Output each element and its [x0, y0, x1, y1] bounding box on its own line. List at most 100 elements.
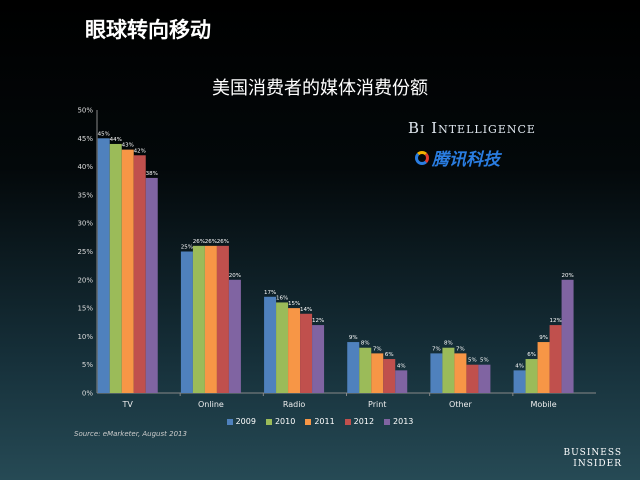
bar-2013-TV [145, 177, 158, 393]
legend-label: 2010 [274, 417, 296, 426]
y-tick-label: 45% [77, 135, 93, 143]
data-label: 4% [397, 363, 406, 369]
bar-2012-Mobile [549, 325, 562, 393]
data-label: 44% [110, 137, 122, 143]
legend-label: 2009 [235, 417, 256, 426]
bar-2012-Online [216, 245, 229, 393]
bar-2009-Mobile [513, 370, 526, 393]
legend-label: 2011 [314, 417, 335, 426]
logo-line: BUSINESS [563, 448, 622, 458]
data-label: 6% [385, 352, 394, 358]
data-label: 14% [300, 307, 312, 313]
tencent-text: 腾讯科技 [432, 150, 500, 170]
data-label: 20% [229, 273, 241, 279]
source-note: Source: eMarketer, August 2013 [74, 430, 187, 438]
bar-2009-Other [430, 353, 443, 393]
data-label: 12% [549, 318, 561, 324]
bar-2013-Mobile [561, 279, 574, 393]
bar-2012-Radio [300, 313, 313, 393]
business-insider-logo: BUSINESS INSIDER [563, 448, 622, 470]
data-label: 12% [312, 318, 324, 324]
data-label: 9% [539, 335, 548, 341]
bar-2013-Print [395, 370, 408, 393]
data-label: 7% [373, 346, 382, 352]
legend-swatch [384, 418, 391, 425]
x-tick-label: Radio [283, 400, 306, 409]
bar-2012-Print [383, 359, 396, 393]
y-tick-label: 10% [77, 333, 93, 341]
bar-2011-Radio [288, 308, 301, 393]
legend-item: 2012 [344, 417, 375, 426]
x-tick-label: Print [368, 400, 386, 409]
data-label: 8% [361, 341, 370, 347]
x-tick-label: Other [449, 400, 472, 409]
data-label: 5% [480, 358, 489, 364]
x-tick-label: TV [122, 400, 134, 409]
data-label: 15% [288, 301, 300, 307]
bar-2009-Print [347, 342, 360, 393]
slide-title: 眼球转向移动 [85, 18, 211, 42]
data-label: 4% [515, 363, 524, 369]
bar-2011-Online [204, 245, 217, 393]
data-label: 26% [217, 239, 229, 245]
data-label: 9% [349, 335, 358, 341]
legend-swatch [305, 418, 312, 425]
bar-2009-Radio [264, 296, 277, 393]
legend-item: 2009 [226, 417, 256, 426]
y-tick-label: 40% [77, 163, 93, 171]
x-tick-label: Online [198, 400, 224, 409]
y-tick-label: 15% [77, 305, 93, 313]
bar-2010-Print [359, 347, 372, 393]
chart-title: 美国消费者的媒体消费份额 [212, 78, 428, 99]
y-tick-label: 25% [77, 248, 93, 256]
bar-2012-TV [133, 155, 146, 393]
bar-2010-Online [192, 245, 205, 393]
data-label: 6% [527, 352, 536, 358]
data-label: 17% [264, 290, 276, 296]
y-tick-label: 5% [82, 361, 93, 369]
bar-2013-Radio [312, 325, 325, 393]
bar-2010-Mobile [525, 359, 538, 393]
legend: 2009 2010 2011 2012 2013 [0, 417, 640, 426]
data-label: 43% [122, 143, 134, 149]
legend-item: 2010 [265, 417, 296, 426]
y-tick-label: 0% [82, 390, 93, 398]
data-label: 5% [468, 358, 477, 364]
legend-label: 2013 [393, 417, 414, 426]
bar-2010-TV [109, 143, 122, 393]
legend-swatch [265, 418, 272, 425]
data-label: 26% [205, 239, 217, 245]
y-tick-label: 35% [77, 191, 93, 199]
data-label: 20% [561, 273, 573, 279]
tencent-icon [415, 150, 429, 165]
bi-intelligence-logo: BI INTELLIGENCE [408, 119, 536, 137]
data-label: 42% [134, 148, 146, 154]
data-label: 45% [98, 131, 110, 137]
bar-2011-Print [371, 353, 384, 393]
y-tick-label: 20% [77, 276, 93, 284]
bar-2011-Mobile [537, 342, 550, 393]
legend-swatch [344, 418, 351, 425]
data-label: 16% [276, 295, 288, 301]
y-tick-label: 30% [77, 220, 93, 228]
bar-2011-Other [454, 353, 467, 393]
data-label: 7% [432, 346, 441, 352]
legend-swatch [226, 418, 233, 425]
bar-2010-Other [442, 347, 455, 393]
data-label: 8% [444, 341, 453, 347]
data-label: 26% [193, 239, 205, 245]
legend-item: 2013 [384, 417, 413, 426]
data-label: 7% [456, 346, 465, 352]
bar-2013-Online [228, 279, 241, 393]
tencent-tech-logo: 腾讯科技 [415, 145, 500, 170]
bar-2013-Other [478, 364, 491, 393]
bar-2009-Online [180, 251, 193, 393]
y-tick-label: 50% [77, 107, 93, 115]
x-tick-label: Mobile [530, 400, 556, 409]
bar-2010-Radio [276, 302, 289, 393]
data-label: 38% [146, 171, 158, 177]
bar-2012-Other [466, 364, 479, 393]
bar-2011-TV [121, 149, 134, 393]
legend-label: 2012 [353, 417, 375, 426]
